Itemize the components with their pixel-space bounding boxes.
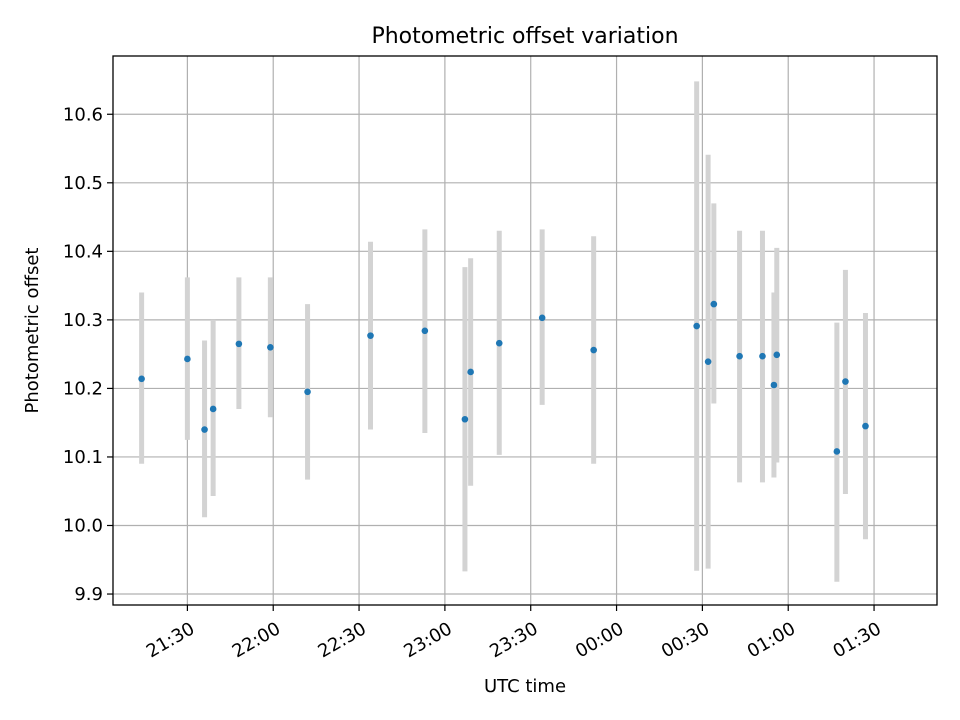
data-point	[842, 378, 849, 385]
data-point	[773, 351, 781, 359]
y-tick-label: 10.6	[63, 104, 103, 125]
data-point	[138, 375, 145, 383]
y-tick-label: 10.1	[63, 447, 103, 468]
data-point	[693, 322, 700, 330]
data-point	[267, 343, 274, 351]
data-point	[704, 358, 712, 365]
data-point	[367, 332, 374, 339]
y-tick-label: 10.2	[63, 378, 103, 399]
y-axis-ticks: 9.9 10.0 10.1 10.2 10.3 10.4 10.5 10.6	[63, 104, 113, 605]
chart-title: Photometric offset variation	[371, 24, 678, 49]
data-point	[862, 422, 869, 430]
plot-area-frame	[112, 55, 938, 606]
y-tick-label: 10.3	[63, 310, 103, 331]
data-point	[235, 340, 243, 348]
data-point	[467, 368, 474, 376]
data-point	[461, 415, 469, 423]
y-axis-title: Photometric offset	[22, 248, 43, 414]
y-tick-label: 9.9	[74, 584, 103, 605]
y-tick-label: 10.4	[63, 241, 103, 262]
data-point	[590, 346, 597, 354]
data-point	[759, 352, 766, 360]
data-point	[833, 448, 841, 455]
y-tick-label: 10.5	[63, 173, 103, 194]
data-point	[770, 381, 778, 389]
data-point	[304, 388, 311, 396]
data-points	[138, 300, 869, 455]
data-point	[538, 314, 546, 322]
y-tick-label: 10.0	[63, 515, 103, 536]
data-point	[495, 339, 503, 347]
data-point	[209, 405, 217, 413]
data-point	[184, 355, 191, 363]
x-axis-title: UTC time	[484, 676, 566, 697]
data-point	[421, 327, 429, 335]
data-point	[736, 352, 743, 360]
data-point	[710, 300, 718, 308]
grid	[113, 56, 937, 605]
data-point	[201, 426, 208, 433]
